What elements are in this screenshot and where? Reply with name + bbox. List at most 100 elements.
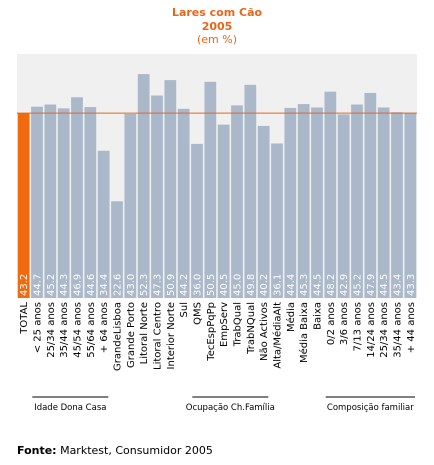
value-label: 44.5 — [313, 274, 324, 296]
value-label: 44.5 — [379, 274, 390, 296]
bar — [271, 143, 283, 298]
bar — [137, 74, 150, 299]
bar — [17, 113, 30, 298]
value-label: 42.9 — [339, 274, 350, 296]
bar — [364, 92, 377, 298]
category-label: TrabQual — [233, 302, 244, 347]
value-label: 50.9 — [166, 274, 177, 296]
source-note: Fonte: Marktest, Consumidor 2005 — [17, 444, 213, 457]
group-label: Composição familiar — [327, 403, 414, 413]
value-label: 52.3 — [139, 274, 150, 296]
value-label: 40.5 — [219, 274, 230, 296]
category-label: QMS — [193, 302, 204, 325]
bar — [151, 95, 163, 299]
bar — [284, 107, 297, 298]
chart-title-block: Lares com Cão 2005 (em %) — [0, 6, 434, 46]
group-label: Idade Dona Casa — [34, 403, 106, 413]
category-label: 25/34 anos — [46, 302, 57, 358]
bar — [404, 112, 417, 299]
bar — [84, 107, 97, 298]
category-label: + 44 anos — [406, 302, 417, 353]
category-label: Interior Norte — [166, 302, 177, 369]
category-label: 35/44 anos — [59, 302, 70, 358]
category-label: Grande Porto — [126, 302, 137, 368]
category-label: Sul — [179, 302, 190, 317]
category-label: Média Baixa — [298, 302, 310, 363]
plot-area — [17, 54, 417, 298]
value-label: 44.6 — [86, 274, 97, 296]
bar — [44, 104, 57, 298]
bar — [324, 91, 337, 298]
category-label: GrandeLisboa — [113, 302, 124, 371]
category-label: Não Activos — [259, 302, 270, 361]
value-label: 43.4 — [393, 274, 404, 296]
chart-unit: (em %) — [196, 33, 237, 46]
value-label: 45.2 — [46, 274, 57, 296]
bar — [71, 97, 83, 299]
bar — [204, 81, 217, 298]
chart-subtitle: 2005 — [201, 20, 233, 33]
category-label: Alta/MédiaAlt — [272, 302, 284, 369]
category-label: 25/34 anos — [379, 302, 390, 358]
value-label: 43.3 — [406, 274, 417, 296]
value-label: 34.4 — [99, 274, 110, 296]
value-label: 48.2 — [326, 274, 337, 296]
category-label: Litoral Norte — [139, 302, 150, 364]
category-label: TecEspPqPp — [206, 302, 217, 362]
source-text: Marktest, Consumidor 2005 — [60, 444, 213, 457]
value-label: 43.0 — [126, 274, 137, 296]
category-label: Litoral Centro — [153, 302, 164, 370]
bar — [31, 106, 43, 299]
value-label: 49.8 — [246, 274, 257, 296]
category-label: Média — [285, 302, 297, 332]
value-label: 22.6 — [113, 274, 124, 296]
chart-title: Lares com Cão — [171, 6, 263, 19]
value-label: 44.7 — [33, 274, 44, 296]
bar — [391, 112, 403, 298]
value-label: 43.2 — [19, 274, 30, 296]
bar — [164, 80, 177, 298]
value-label: 47.9 — [366, 274, 377, 296]
category-label: 7/13 anos — [353, 302, 364, 351]
bar — [111, 201, 123, 298]
source-label: Fonte: — [17, 444, 57, 457]
value-label: 45.0 — [233, 274, 244, 296]
bar — [124, 113, 137, 299]
value-label: 45.2 — [353, 274, 364, 296]
value-label: 44.3 — [59, 274, 70, 296]
value-label: 40.2 — [259, 274, 270, 296]
category-label: EmpServ — [219, 302, 230, 347]
category-label: 55/64 anos — [86, 302, 97, 358]
group-label: Ocupação Ch.Família — [186, 403, 275, 413]
category-label: 3/6 anos — [339, 302, 350, 345]
bar — [377, 107, 390, 298]
category-label: 35/44 anos — [393, 302, 404, 358]
category-label: < 25 anos — [33, 302, 44, 353]
value-label: 45.3 — [299, 274, 310, 296]
category-label: 45/54 anos — [73, 302, 84, 358]
value-label: 50.5 — [206, 274, 217, 296]
category-label: 0/2 anos — [326, 302, 337, 345]
category-label: TrabNQual — [246, 302, 257, 355]
bar — [231, 105, 243, 299]
bar — [351, 104, 363, 298]
value-label: 44.4 — [286, 274, 297, 296]
value-label: 36.1 — [273, 274, 284, 296]
bar — [177, 108, 190, 298]
bar — [57, 108, 70, 298]
bar — [97, 150, 110, 298]
category-label: + 64 anos — [99, 302, 110, 353]
bar — [217, 124, 230, 298]
bar — [191, 143, 203, 298]
bar — [337, 114, 350, 298]
bar — [257, 125, 270, 298]
category-label: Baixa — [313, 302, 324, 330]
bar — [244, 84, 257, 298]
bar — [297, 104, 310, 298]
bar — [311, 107, 323, 298]
value-label: 36.0 — [193, 274, 204, 296]
category-label: TOTAL — [19, 302, 30, 335]
value-label: 47.3 — [153, 274, 164, 296]
value-label: 44.2 — [179, 274, 190, 296]
